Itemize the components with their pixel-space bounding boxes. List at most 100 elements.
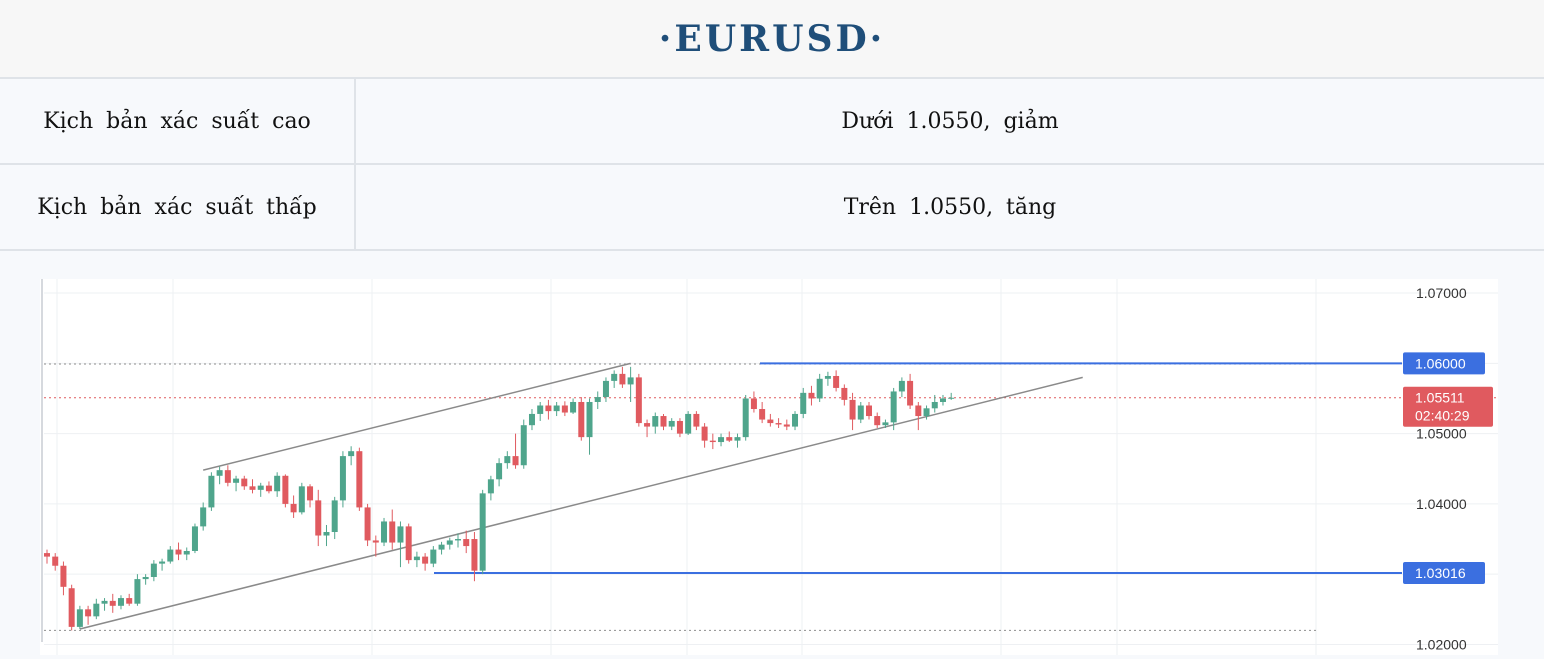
candle-body (200, 507, 207, 527)
candle (800, 387, 807, 419)
y-tick-label: 1.04000 (1416, 496, 1467, 512)
candle (455, 533, 461, 548)
candle-body (282, 475, 289, 504)
candle (101, 598, 108, 611)
candle (742, 394, 749, 441)
candle-body (709, 440, 716, 443)
candle-body (627, 377, 634, 385)
candle (183, 547, 190, 561)
candle-body (356, 451, 363, 508)
candle (939, 394, 946, 406)
candle (561, 401, 568, 417)
candle-body (520, 425, 527, 466)
candle (446, 537, 453, 550)
candle-body (101, 600, 108, 604)
candle-body (463, 539, 470, 547)
candle (405, 523, 412, 564)
candle-body (635, 377, 642, 424)
candle-body (68, 588, 75, 627)
candle (504, 451, 511, 469)
candle (463, 530, 470, 554)
candle-body (512, 456, 519, 466)
candle (767, 413, 774, 427)
candle-body (824, 375, 831, 379)
candle (52, 553, 59, 571)
candle-body (142, 576, 149, 580)
candle-body (537, 405, 544, 414)
candle (866, 401, 872, 420)
candle (76, 605, 83, 629)
candle-body (939, 398, 946, 402)
candle-body (167, 549, 174, 562)
candle (44, 549, 50, 564)
candle-body (701, 426, 708, 441)
candle-body (800, 392, 807, 414)
candle-body (652, 416, 659, 427)
candle (528, 409, 535, 431)
level-price-label-text: 1.03016 (1415, 565, 1466, 581)
candle-body (430, 549, 437, 564)
candle (668, 418, 675, 431)
trendline (202, 362, 631, 471)
candle-body (783, 424, 790, 427)
candle-body (750, 398, 757, 410)
candle (783, 419, 790, 431)
candle (85, 605, 92, 625)
candle-body (241, 478, 248, 487)
candle-body (676, 420, 683, 434)
candle (792, 411, 799, 431)
candle (907, 373, 914, 410)
candle-body (602, 380, 609, 398)
candle-body (496, 463, 503, 480)
candle (849, 392, 856, 431)
candle (397, 521, 404, 568)
candle (816, 373, 823, 402)
candle-body (265, 485, 272, 492)
candle-body (759, 409, 766, 420)
candle-body (808, 392, 815, 399)
candle (216, 466, 223, 485)
candle-body (553, 405, 560, 412)
candle (167, 546, 174, 564)
candle (422, 553, 429, 571)
title-bar: ·EURUSD· (0, 0, 1544, 79)
candle-body (882, 422, 889, 426)
candle (644, 419, 651, 438)
candle (890, 387, 897, 431)
candle (233, 475, 240, 492)
candle (200, 502, 207, 531)
candle (413, 551, 420, 568)
candle (824, 371, 831, 386)
page-title: ·EURUSD· (658, 17, 886, 60)
candle (274, 472, 281, 497)
chart-plot-background (40, 279, 1498, 655)
candle (364, 503, 371, 547)
candle-body (816, 378, 823, 399)
candle-body (775, 423, 782, 425)
candle-body (594, 397, 601, 402)
candle-body (109, 600, 116, 606)
candle-body (307, 486, 314, 501)
candle-body (734, 437, 741, 441)
candle-body (389, 521, 396, 543)
candle (331, 496, 338, 540)
candle (372, 535, 379, 557)
candle-body (471, 539, 478, 571)
candle-body (570, 401, 577, 413)
candle (808, 385, 815, 406)
candle-body (611, 373, 618, 381)
candle-body (208, 475, 215, 508)
candle (718, 433, 725, 447)
candle-body (726, 437, 733, 441)
scenario-value: Trên 1.0550, tăng (843, 194, 1057, 220)
price-labels: 1.06000 1.03016 1.05511 02:40:29 (1403, 352, 1493, 585)
candle-body (742, 398, 749, 438)
candle-body (866, 405, 872, 417)
candle (109, 593, 116, 613)
candle (759, 401, 766, 424)
candle (241, 475, 248, 490)
candle (898, 377, 905, 398)
candle (923, 405, 930, 420)
candle (315, 489, 322, 547)
candle-body (923, 408, 930, 417)
